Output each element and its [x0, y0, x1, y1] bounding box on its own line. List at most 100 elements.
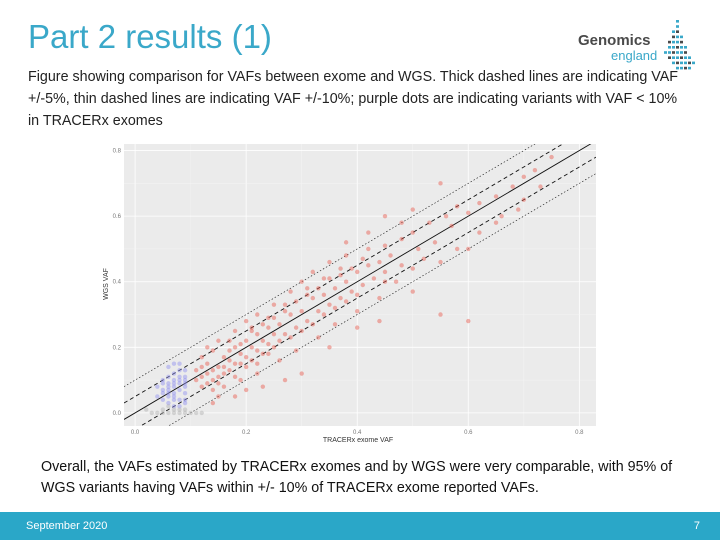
data-point	[321, 292, 327, 298]
data-point	[177, 387, 182, 393]
logo-dot	[668, 46, 671, 49]
data-point	[171, 397, 177, 402]
data-point	[538, 184, 543, 189]
logo-dot	[676, 61, 679, 65]
data-point	[171, 384, 177, 389]
data-point	[305, 318, 310, 324]
data-point	[382, 269, 388, 275]
data-point	[377, 318, 382, 324]
footer-date: September 2020	[26, 520, 108, 532]
data-point	[360, 282, 365, 288]
logo-text-genomics: Genomics	[578, 32, 651, 49]
data-point	[227, 338, 232, 343]
data-point	[210, 387, 216, 393]
data-point	[255, 312, 260, 317]
data-point	[521, 174, 527, 179]
data-point	[327, 302, 332, 307]
vaf-5pct-line	[124, 144, 564, 404]
data-point	[227, 348, 232, 353]
data-point	[232, 394, 238, 399]
data-point	[410, 207, 415, 212]
data-point	[182, 384, 188, 389]
data-point	[232, 361, 238, 366]
data-point	[282, 377, 288, 383]
data-point	[410, 289, 415, 294]
data-point	[144, 407, 149, 412]
data-point	[177, 377, 182, 383]
data-point	[299, 279, 304, 284]
data-point	[299, 309, 304, 314]
logo-dot	[668, 40, 671, 44]
data-point	[310, 295, 315, 301]
logo-dot	[684, 51, 687, 54]
data-point	[516, 207, 521, 212]
data-point	[243, 387, 249, 393]
data-point	[321, 312, 327, 317]
data-point	[499, 213, 504, 219]
data-point	[171, 394, 177, 399]
logo-dot	[676, 35, 679, 39]
data-point	[438, 312, 443, 317]
data-point	[255, 348, 260, 353]
data-point	[466, 210, 471, 216]
data-point	[277, 338, 282, 343]
logo-dot	[684, 61, 687, 65]
data-point	[243, 318, 249, 324]
data-point	[449, 223, 454, 229]
logo-text-england: england	[611, 48, 658, 63]
data-point	[493, 220, 499, 225]
data-point	[266, 325, 271, 330]
data-point	[177, 368, 182, 373]
reference-lines	[124, 144, 596, 426]
data-point	[355, 269, 360, 275]
data-point	[371, 276, 377, 281]
data-point	[160, 387, 166, 393]
data-point	[416, 246, 421, 252]
data-point	[377, 295, 382, 301]
data-point	[316, 286, 321, 291]
data-point	[205, 361, 210, 366]
logo-dot	[672, 40, 675, 44]
data-point	[155, 410, 160, 416]
data-point	[338, 272, 343, 278]
data-point	[238, 341, 243, 347]
logo-dot	[680, 61, 683, 65]
data-point	[255, 361, 260, 366]
data-point	[299, 328, 304, 334]
data-point	[249, 328, 254, 334]
data-point	[243, 354, 249, 360]
vaf-10pct-line	[124, 144, 536, 387]
data-point	[332, 322, 338, 327]
data-point	[216, 394, 221, 399]
data-point	[293, 299, 299, 304]
data-point	[305, 286, 310, 291]
data-point	[432, 240, 438, 245]
logo-dot	[672, 51, 675, 54]
logo-dot	[680, 35, 683, 39]
data-point	[349, 266, 354, 271]
data-point	[199, 374, 204, 380]
data-point	[166, 364, 171, 370]
data-point	[216, 374, 221, 380]
data-point	[160, 377, 166, 383]
data-point	[166, 400, 171, 406]
data-point	[171, 371, 177, 376]
logo-dot	[688, 61, 691, 65]
data-point	[282, 309, 288, 314]
data-point	[249, 325, 254, 330]
data-point	[182, 374, 188, 380]
data-point	[382, 243, 388, 248]
data-point	[355, 325, 360, 330]
logo-dot	[672, 61, 675, 65]
data-point	[493, 194, 499, 199]
logo-dot	[688, 66, 691, 70]
data-point	[454, 246, 460, 252]
data-point	[216, 338, 221, 343]
y-tick-label: 0.0	[113, 411, 122, 417]
data-point	[327, 345, 332, 350]
data-point	[216, 364, 221, 370]
data-point	[205, 345, 210, 350]
data-point	[366, 230, 371, 235]
logo-dot	[676, 46, 679, 49]
data-point	[238, 377, 243, 383]
